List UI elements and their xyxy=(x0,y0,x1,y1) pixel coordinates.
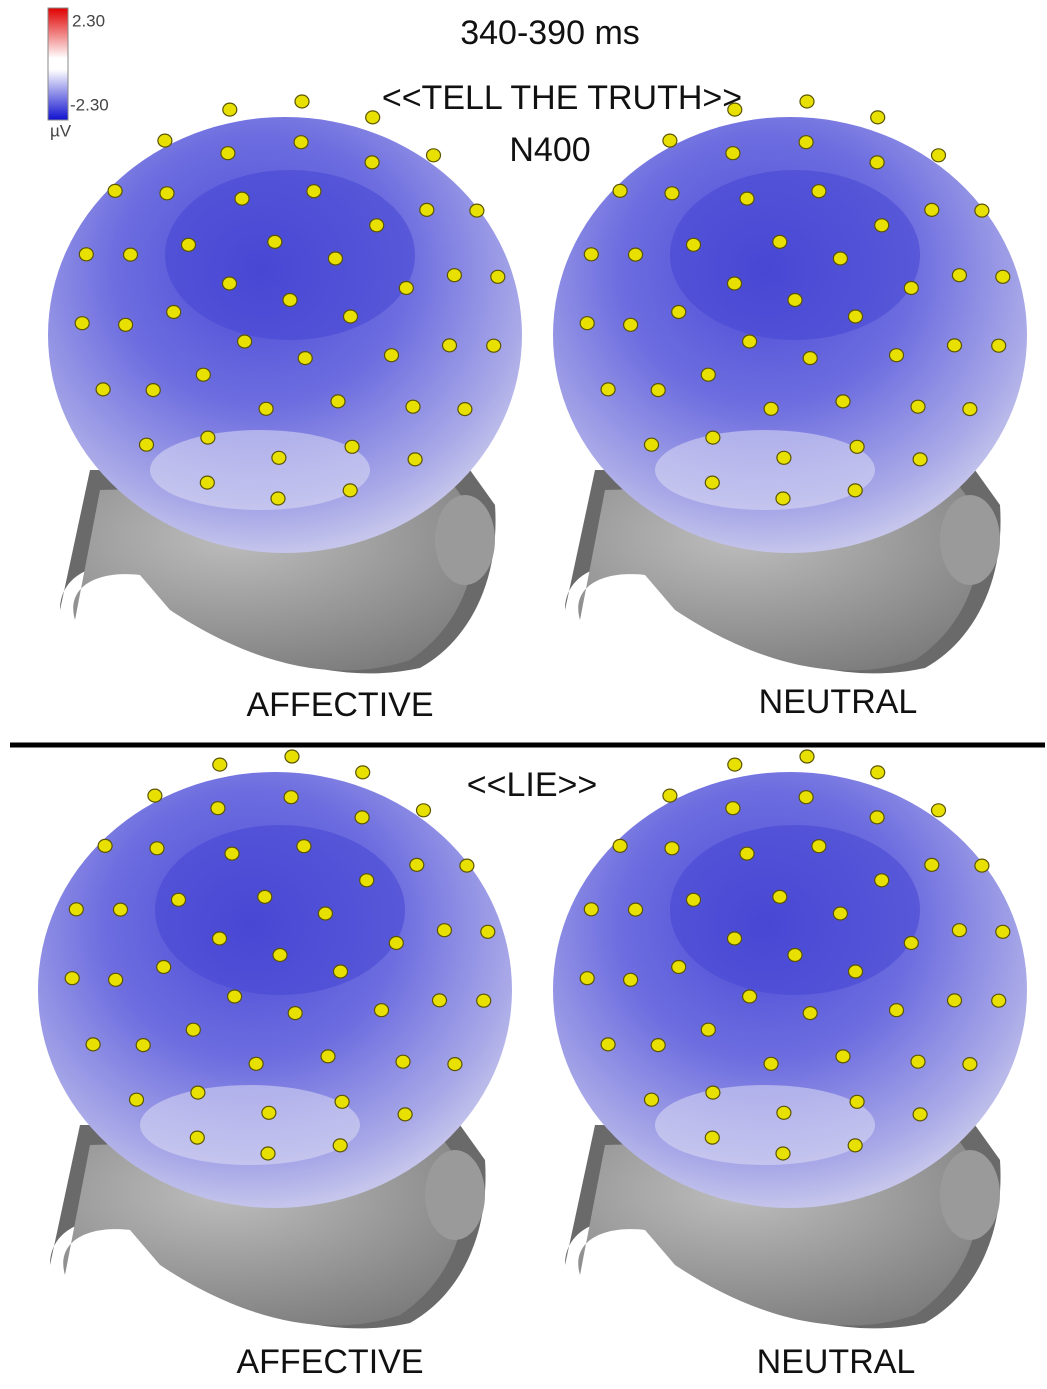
head-map xyxy=(552,749,1028,1329)
head-map xyxy=(47,94,523,674)
condition-title: <<LIE>> xyxy=(467,766,597,804)
time-window: 340-390 ms xyxy=(460,14,640,52)
component-title: N400 xyxy=(509,131,590,169)
colorbar-unit: µV xyxy=(50,121,72,140)
head-map xyxy=(37,749,513,1329)
colorbar xyxy=(47,7,69,121)
panel-label: NEUTRAL xyxy=(759,683,918,721)
colorbar-max: 2.30 xyxy=(72,11,105,30)
label-box xyxy=(220,1340,440,1384)
label-box xyxy=(228,680,448,735)
label-box xyxy=(738,1340,938,1384)
panel-label: NEUTRAL xyxy=(757,1343,916,1381)
condition-title: <<TELL THE TRUTH>> xyxy=(382,79,742,117)
label-box xyxy=(740,678,940,733)
panel-label: AFFECTIVE xyxy=(236,1343,423,1381)
head-map xyxy=(552,94,1028,674)
colorbar-min: -2.30 xyxy=(70,95,109,114)
panel-label: AFFECTIVE xyxy=(246,686,433,724)
